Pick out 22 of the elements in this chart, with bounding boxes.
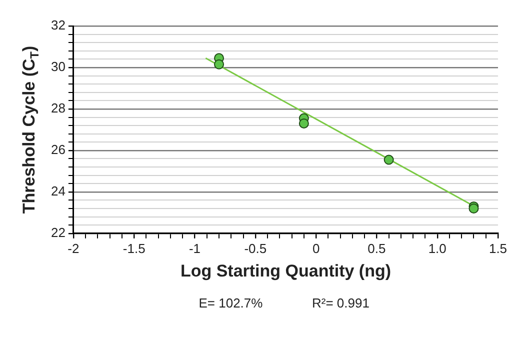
y-tick-label: 26 [50,142,66,158]
y-tick-label: 28 [50,100,66,116]
x-tick-label: 0 [312,240,320,256]
x-tick-label: -2 [68,240,80,256]
y-tick-label: 32 [50,18,66,33]
y-tick-label: 24 [50,184,66,198]
x-tick-label: -1 [188,240,201,256]
x-tick-label: 1.0 [428,240,446,256]
point [384,154,394,165]
x-tick-label: -0.5 [244,240,267,256]
x-axis-title: Log Starting Quantity (ng) [180,262,392,281]
text: E= 102.7% [198,296,264,311]
point [214,59,224,70]
y-axis-title: Threshold Cycle (CT) [20,46,42,214]
point [468,204,479,214]
text: R²= 0.991 [312,296,370,311]
point [298,118,309,128]
y-tick-label: 30 [50,59,66,74]
y-tick-label: 22 [50,224,66,240]
x-tick-label: 1.5 [488,240,508,256]
x-tick-label: -1.5 [122,240,146,256]
x-tick-label: 0.5 [368,240,386,256]
